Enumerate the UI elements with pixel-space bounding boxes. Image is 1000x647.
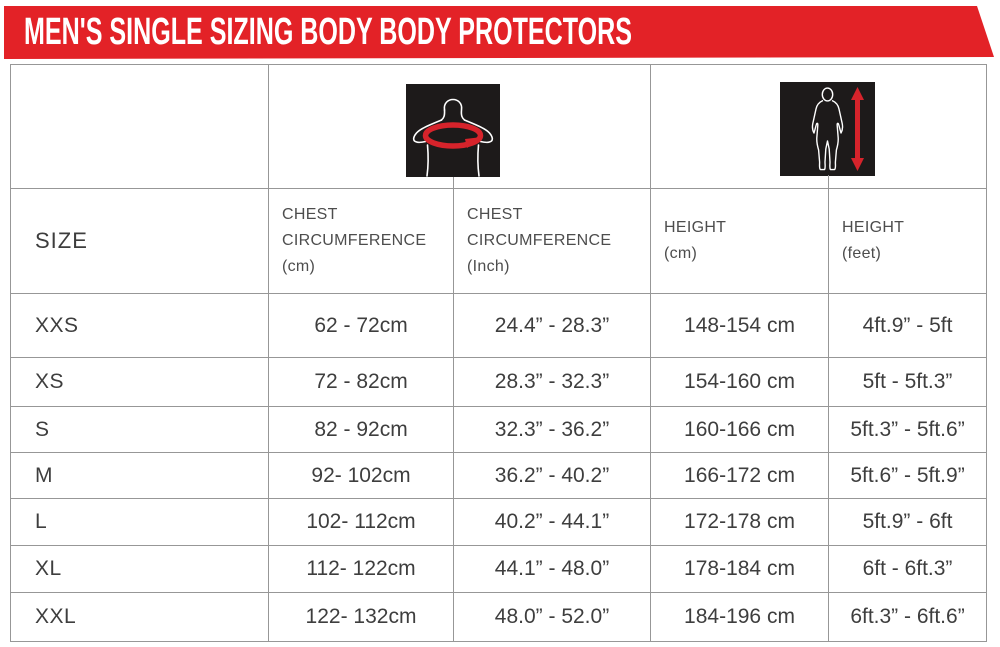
table-row: L 102- 112cm 40.2” - 44.1” 172-178 cm 5f…	[10, 498, 987, 546]
header-line: CHEST	[467, 206, 523, 223]
height-feet-cell: 5ft.3” - 5ft.6”	[828, 406, 987, 453]
header-line: (feet)	[842, 245, 882, 262]
chest-inch-cell: 40.2” - 44.1”	[453, 498, 651, 546]
chest-cm-cell: 82 - 92cm	[268, 406, 454, 453]
chest-cm-cell: 122- 132cm	[268, 592, 454, 642]
height-feet-cell: 5ft.9” - 6ft	[828, 498, 987, 546]
table-row: XS 72 - 82cm 28.3” - 32.3” 154-160 cm 5f…	[10, 357, 987, 407]
chest-cm-cell: 72 - 82cm	[268, 357, 454, 407]
height-icon-cell	[650, 64, 987, 189]
chest-icon-cell	[268, 64, 651, 189]
empty-corner-cell	[10, 64, 269, 189]
chest-inch-cell: 48.0” - 52.0”	[453, 592, 651, 642]
height-cm-cell: 172-178 cm	[650, 498, 829, 546]
header-line: (cm)	[282, 258, 316, 275]
height-cm-cell: 154-160 cm	[650, 357, 829, 407]
height-feet-cell: 5ft - 5ft.3”	[828, 357, 987, 407]
page-title: MEN'S SINGLE SIZING BODY BODY PROTECTORS	[24, 11, 632, 53]
size-cell: L	[10, 498, 269, 546]
chest-cm-cell: 102- 112cm	[268, 498, 454, 546]
chest-circumference-icon	[406, 84, 500, 177]
table-body: XXS 62 - 72cm 24.4” - 28.3” 148-154 cm 4…	[10, 293, 987, 642]
chest-inch-cell: 32.3” - 36.2”	[453, 406, 651, 453]
sizing-table: SIZE CHEST CIRCUMFERENCE (cm) CHEST CIRC…	[10, 64, 987, 642]
chest-inch-cell: 36.2” - 40.2”	[453, 452, 651, 499]
height-cm-cell: 160-166 cm	[650, 406, 829, 453]
chest-inch-cell: 28.3” - 32.3”	[453, 357, 651, 407]
table-row: S 82 - 92cm 32.3” - 36.2” 160-166 cm 5ft…	[10, 406, 987, 453]
table-row: XXS 62 - 72cm 24.4” - 28.3” 148-154 cm 4…	[10, 293, 987, 358]
height-cm-cell: 184-196 cm	[650, 592, 829, 642]
size-cell: XXS	[10, 293, 269, 358]
height-cm-column-header: HEIGHT (cm)	[650, 188, 829, 294]
height-feet-cell: 5ft.6” - 5ft.9”	[828, 452, 987, 499]
chest-cm-cell: 112- 122cm	[268, 545, 454, 593]
column-divider-stub	[453, 177, 454, 188]
chest-cm-cell: 92- 102cm	[268, 452, 454, 499]
header-line: (cm)	[664, 245, 698, 262]
table-row: XXL 122- 132cm 48.0” - 52.0” 184-196 cm …	[10, 592, 987, 642]
height-feet-cell: 4ft.9” - 5ft	[828, 293, 987, 358]
icon-row	[10, 64, 987, 189]
chest-inch-cell: 24.4” - 28.3”	[453, 293, 651, 358]
height-cm-cell: 178-184 cm	[650, 545, 829, 593]
header-line: HEIGHT	[664, 219, 727, 236]
header-line: HEIGHT	[842, 219, 905, 236]
size-cell: S	[10, 406, 269, 453]
table-row: M 92- 102cm 36.2” - 40.2” 166-172 cm 5ft…	[10, 452, 987, 499]
height-feet-column-header: HEIGHT (feet)	[828, 188, 987, 294]
height-feet-cell: 6ft.3” - 6ft.6”	[828, 592, 987, 642]
chest-cm-cell: 62 - 72cm	[268, 293, 454, 358]
height-cm-cell: 148-154 cm	[650, 293, 829, 358]
chest-cm-column-header: CHEST CIRCUMFERENCE (cm)	[268, 188, 454, 294]
height-icon	[780, 82, 875, 176]
header-line: CIRCUMFERENCE	[282, 232, 427, 249]
header-line: CIRCUMFERENCE	[467, 232, 612, 249]
chest-inch-cell: 44.1” - 48.0”	[453, 545, 651, 593]
height-feet-cell: 6ft - 6ft.3”	[828, 545, 987, 593]
size-cell: XXL	[10, 592, 269, 642]
column-divider-stub	[828, 175, 829, 188]
size-cell: M	[10, 452, 269, 499]
height-cm-cell: 166-172 cm	[650, 452, 829, 499]
header-row: SIZE CHEST CIRCUMFERENCE (cm) CHEST CIRC…	[10, 188, 987, 294]
title-banner: MEN'S SINGLE SIZING BODY BODY PROTECTORS	[4, 6, 994, 59]
header-line: CHEST	[282, 206, 338, 223]
size-column-header: SIZE	[10, 188, 269, 294]
chest-inch-column-header: CHEST CIRCUMFERENCE (Inch)	[453, 188, 651, 294]
size-cell: XS	[10, 357, 269, 407]
header-line: (Inch)	[467, 258, 510, 275]
size-cell: XL	[10, 545, 269, 593]
table-row: XL 112- 122cm 44.1” - 48.0” 178-184 cm 6…	[10, 545, 987, 593]
